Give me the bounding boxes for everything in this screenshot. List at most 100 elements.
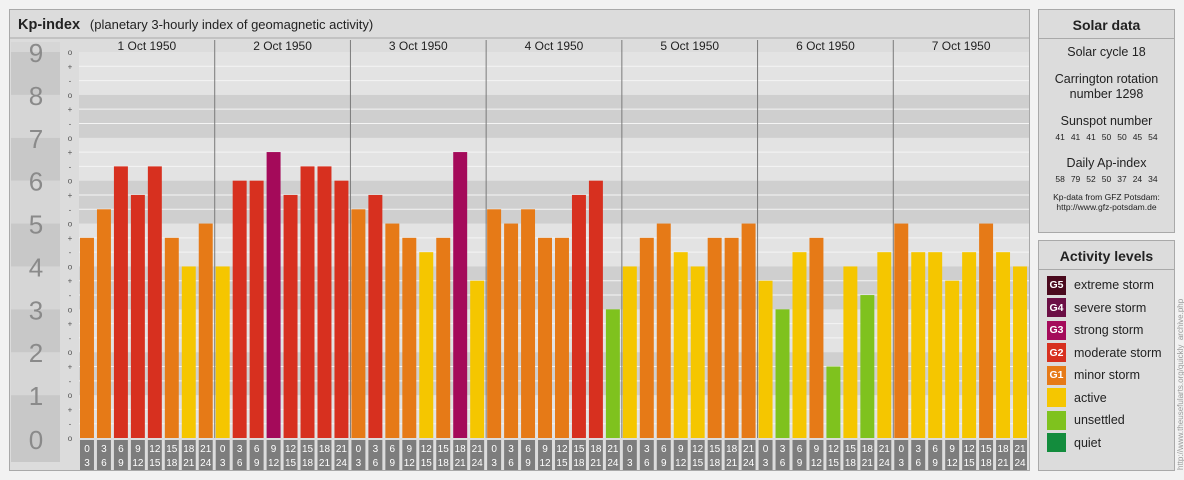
kp-bar-2-4 (419, 252, 434, 438)
interval-box (809, 440, 824, 470)
interval-box (504, 440, 519, 470)
interval-start-label: 0 (84, 444, 90, 455)
y-minor-tick-label: - (69, 377, 72, 386)
y-strip-1 (11, 352, 60, 396)
interval-box (962, 440, 977, 470)
interval-start-label: 12 (285, 444, 297, 455)
interval-box (215, 440, 230, 470)
interval-box (113, 440, 128, 470)
interval-box (945, 440, 960, 470)
interval-end-label: 15 (285, 458, 297, 469)
y-minor-tick-label: o (68, 391, 73, 400)
kp-bar-4-7 (741, 223, 756, 438)
interval-end-label: 12 (539, 458, 551, 469)
y-minor-tick-label: + (68, 363, 73, 372)
kp-bar-0-6 (181, 266, 196, 438)
interval-box (385, 440, 400, 470)
interval-box (656, 440, 671, 470)
interval-box (571, 440, 586, 470)
interval-end-label: 9 (797, 458, 803, 469)
interval-start-label: 12 (964, 444, 976, 455)
y-minor-tick-label: + (68, 320, 73, 329)
day-label-1: 2 Oct 1950 (253, 39, 312, 53)
interval-start-label: 21 (200, 444, 212, 455)
kp-chart-panel: Kp-index (planetary 3-hourly index of ge… (9, 9, 1030, 471)
side-url: http://www.theusefularts.org/quickly_arc… (1176, 298, 1184, 470)
legend-item-moderate-storm: G2 moderate storm (1047, 343, 1174, 363)
y-strip-6 (11, 137, 60, 181)
kp-bar-5-4 (826, 366, 841, 438)
y-strip-7 (11, 94, 60, 138)
interval-end-label: 18 (981, 458, 993, 469)
day-label-4: 5 Oct 1950 (660, 39, 719, 53)
interval-box (266, 440, 281, 470)
y-minor-tick-label: - (69, 77, 72, 86)
ap-value-3: 50 (1101, 174, 1112, 184)
interval-box (436, 440, 451, 470)
interval-start-label: 15 (438, 444, 450, 455)
interval-start-label: 15 (302, 444, 314, 455)
interval-box (911, 440, 926, 470)
interval-end-label: 3 (220, 458, 226, 469)
kp-bar-6-4 (962, 252, 977, 438)
credit-line1: Kp-data from GFZ Potsdam: (1053, 192, 1160, 202)
interval-box (249, 440, 264, 470)
legend-swatch: G5 (1047, 275, 1066, 295)
y-tick-label-2: 2 (29, 338, 43, 368)
interval-end-label: 21 (726, 458, 738, 469)
interval-box (198, 440, 213, 470)
chart-title: Kp-index (planetary 3-hourly index of ge… (18, 16, 373, 33)
interval-box (351, 440, 366, 470)
y-minor-tick-label: - (69, 119, 72, 128)
interval-start-label: 0 (356, 444, 362, 455)
interval-start-label: 3 (237, 444, 243, 455)
legend-label: extreme storm (1074, 278, 1154, 292)
interval-start-label: 9 (407, 444, 413, 455)
interval-end-label: 9 (118, 458, 124, 469)
interval-end-label: 24 (743, 458, 755, 469)
interval-end-label: 24 (879, 458, 891, 469)
y-minor-tick-label: o (68, 177, 73, 186)
legend-item-severe-storm: G4 severe storm (1047, 298, 1174, 318)
interval-end-label: 6 (373, 458, 379, 469)
y-minor-tick-label: - (69, 420, 72, 429)
interval-end-label: 18 (845, 458, 857, 469)
y-tick-label-6: 6 (29, 167, 43, 197)
chart-title-main: Kp-index (18, 17, 81, 33)
interval-end-label: 21 (862, 458, 874, 469)
sunspot-values: 41 41 41 50 50 45 54 (1039, 132, 1174, 142)
y-tick-label-0: 0 (29, 425, 43, 455)
interval-box (96, 440, 111, 470)
interval-start-label: 6 (932, 444, 938, 455)
y-tick-label-4: 4 (29, 252, 43, 282)
interval-box (690, 440, 705, 470)
interval-end-label: 6 (780, 458, 786, 469)
interval-box (80, 440, 94, 470)
kp-bar-1-0 (215, 266, 230, 438)
legend-item-unsettled: unsettled (1047, 410, 1174, 430)
kp-bar-6-0 (894, 223, 909, 438)
interval-box (538, 440, 552, 470)
interval-box (232, 440, 247, 470)
y-minor-tick-label: + (68, 405, 73, 414)
legend-label: active (1074, 390, 1107, 405)
interval-box (996, 440, 1011, 470)
interval-end-label: 15 (556, 458, 568, 469)
ap-value-6: 34 (1148, 174, 1158, 184)
activity-levels-title: Activity levels (1039, 241, 1174, 270)
y-tick-label-5: 5 (29, 210, 43, 240)
interval-start-label: 18 (726, 444, 738, 455)
interval-end-label: 3 (627, 458, 633, 469)
interval-box (894, 440, 909, 470)
carrington-line2: number 1298 (1069, 87, 1144, 101)
kp-bar-3-5 (571, 194, 586, 438)
interval-start-label: 12 (828, 444, 840, 455)
interval-end-label: 6 (915, 458, 921, 469)
kp-bar-3-7 (605, 309, 620, 438)
y-minor-tick-label: o (68, 220, 73, 229)
kp-bar-2-0 (351, 209, 366, 438)
y-minor-tick-label: o (68, 48, 73, 57)
interval-end-label: 24 (200, 458, 212, 469)
interval-start-label: 9 (135, 444, 141, 455)
interval-end-label: 21 (997, 458, 1009, 469)
